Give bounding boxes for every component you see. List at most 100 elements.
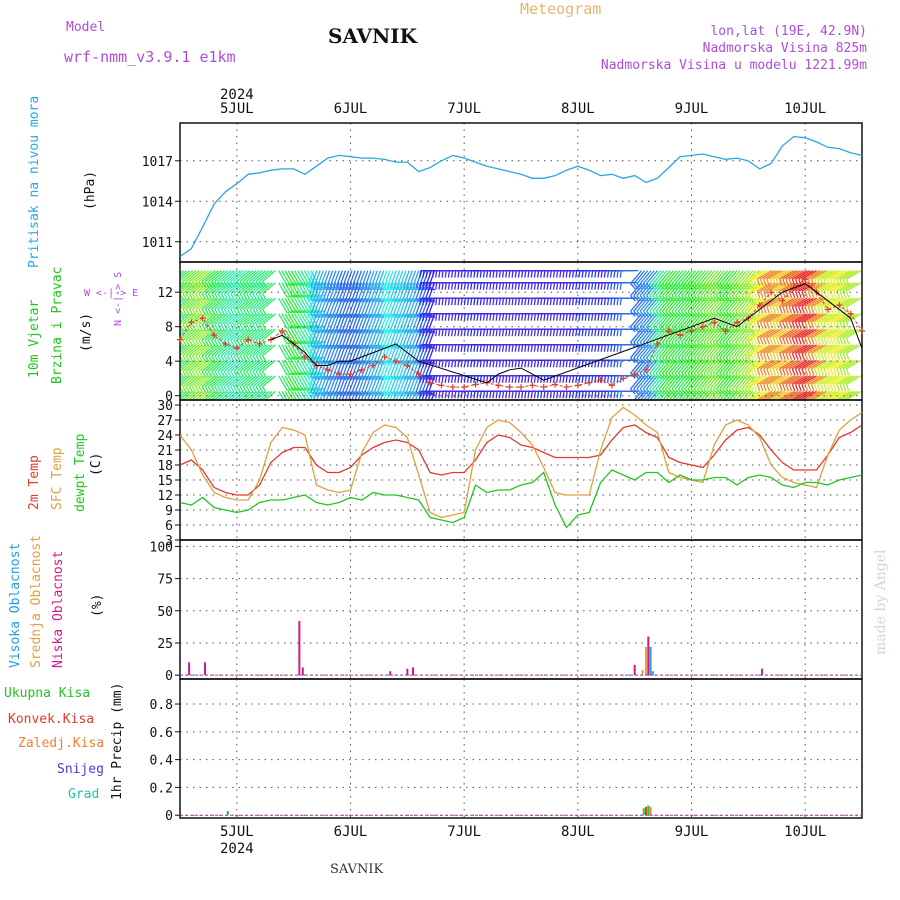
wind-barb-flag [559, 282, 562, 290]
wind-barb [677, 375, 690, 390]
wind-barb [185, 313, 200, 326]
wind-barb-flag [616, 360, 619, 368]
wind-barb [753, 390, 770, 400]
wind-barb-flag [214, 324, 219, 331]
wind-barb-flag [741, 372, 748, 379]
wind-barb-flag [782, 322, 786, 329]
wind-barb-flag [700, 372, 706, 379]
wind-barb-flag [415, 286, 423, 291]
wind-barb [211, 270, 225, 283]
wind-barb-flag [562, 282, 565, 290]
wind-barb [772, 282, 789, 292]
wind-barb [779, 328, 795, 339]
wind-barb [725, 328, 738, 343]
wind-barb [287, 313, 298, 329]
wind-barb [339, 282, 347, 299]
temperature-ytick-label: 27 [157, 414, 173, 429]
wind-barb-flag [568, 391, 572, 399]
wind-barb-flag [540, 270, 543, 278]
wind-barb-flag [731, 310, 738, 317]
wind-barb [281, 375, 291, 391]
cloud-ytick-label: 0 [165, 669, 173, 684]
wind-barb [652, 344, 665, 359]
wind-barb-flag [606, 270, 610, 278]
wind-barb-flag [217, 324, 223, 331]
wind-barb [766, 313, 782, 323]
wind-barb-flag [239, 308, 245, 316]
wind-barb-flag [403, 298, 410, 303]
wind-barb-flag [813, 322, 818, 329]
wind-barb-flag [823, 322, 828, 329]
wind-barb [180, 313, 190, 323]
wind-barb [798, 270, 814, 280]
wind-barb [766, 375, 782, 385]
wind-barb-flag [329, 313, 337, 319]
wind-barb-flag [559, 298, 562, 306]
wind-barb [735, 344, 748, 359]
wind-barb-flag [511, 344, 514, 352]
wind-barb [329, 282, 337, 299]
wind-barb-flag [217, 339, 223, 347]
wind-barb-flag [769, 353, 774, 361]
wind-barb [706, 282, 719, 297]
wind-barb [795, 282, 811, 292]
wind-barb [242, 375, 257, 388]
wind-barb [180, 297, 184, 302]
wind-barb-flag [794, 384, 799, 392]
wind-barb [633, 297, 646, 312]
wind-barb-flag [591, 391, 594, 399]
cloud-cloud_low-bar [389, 671, 392, 676]
wind-barb-flag [747, 388, 754, 395]
wind-barb-flag [606, 344, 610, 352]
wind-barb-flag [524, 298, 527, 306]
wind-barb [187, 390, 200, 400]
wind-barb [795, 390, 811, 400]
wind-barb-flag [226, 324, 232, 331]
wind-barb [687, 313, 700, 328]
wind-barb-flag [788, 337, 793, 345]
wind-barb [255, 359, 270, 372]
wind-barb-flag [371, 313, 378, 319]
wind-barb-flag [725, 283, 732, 290]
wind-barb [181, 390, 194, 400]
wind-barb-flag [409, 360, 417, 365]
wind-barb-flag [753, 368, 758, 376]
wind-barb-flag [438, 282, 441, 290]
wind-barb [687, 390, 697, 400]
wind-barb-flag [652, 310, 658, 317]
precip-ytick-label: 0.4 [150, 754, 174, 769]
wind-barb [297, 375, 307, 391]
wind-barb [795, 270, 811, 280]
wind-barb-flag [820, 399, 822, 400]
wind-barb-flag [230, 355, 235, 363]
wind-barb-flag [457, 375, 460, 383]
wind-barb-flag [236, 293, 242, 300]
x-tick-label-top: 5JUL [220, 101, 254, 117]
wind-barb [747, 344, 763, 354]
wind-barb-flag [530, 329, 533, 337]
wind-barb-flag [665, 283, 671, 290]
wind-barb-flag [700, 310, 706, 317]
wind-barb [284, 391, 291, 400]
wind-barb-flag [738, 372, 744, 379]
wind-barb-flag [665, 388, 671, 395]
wind-barb-flag [182, 324, 188, 331]
wind-barb [180, 375, 187, 383]
compass-we-label: W <-|-> E [84, 288, 139, 299]
temperature-frame [179, 399, 863, 541]
wind-speed-point [779, 297, 786, 304]
wind-barb [674, 313, 687, 328]
wind-barb-flag [435, 391, 438, 399]
wind-barb-flag [245, 281, 251, 288]
wind-barb-flag [438, 375, 441, 383]
wind-barb-flag [594, 344, 597, 352]
wind-barb-flag [791, 399, 794, 400]
wind-barb-flag [658, 388, 665, 395]
wind-barb [645, 375, 658, 390]
wind-barb-flag [258, 355, 264, 363]
wind-barb-flag [220, 308, 226, 316]
wind-barb [201, 297, 216, 310]
wind-barb-flag [508, 391, 511, 399]
wind-barb [706, 359, 719, 374]
wind-barb [760, 270, 776, 280]
